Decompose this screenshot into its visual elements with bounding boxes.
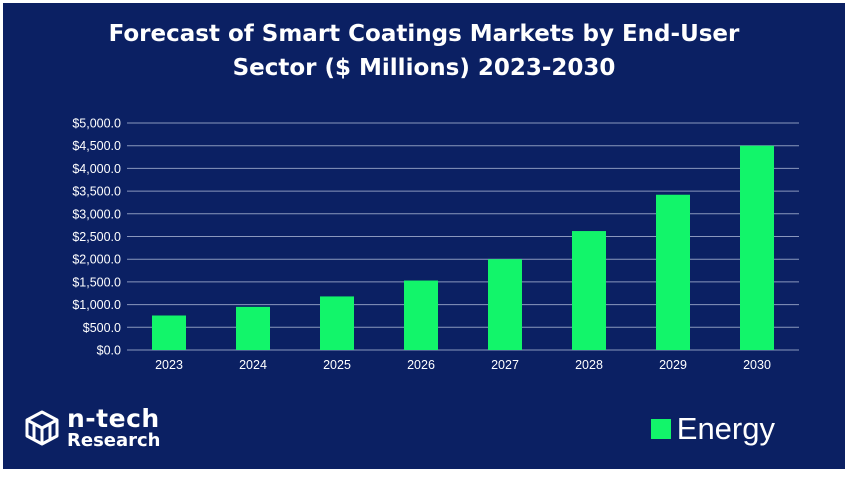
bar (152, 315, 186, 350)
logo-text: n-tech Research (67, 406, 161, 450)
y-tick-label: $3,000.0 (72, 207, 121, 221)
y-tick-label: $1,000.0 (72, 298, 121, 312)
bar-chart: $0.0 $500.0 $1,000.0 $1,500.0 $2,000.0 $2,500… (72, 117, 799, 372)
y-tick-label: $4,000.0 (72, 162, 121, 176)
bar (320, 296, 354, 350)
bar (656, 194, 690, 350)
bar (488, 259, 522, 350)
y-tick-label: $5,000.0 (72, 117, 121, 131)
y-tick-label: $2,500.0 (72, 230, 121, 244)
legend-swatch (650, 419, 671, 439)
chart-panel: Forecast of Smart Coatings Markets by En… (3, 3, 845, 469)
chart-title-line-2: Sector ($ Millions) 2023-2030 (232, 55, 616, 81)
x-tick-label: 2027 (491, 358, 519, 372)
chart-title: Forecast of Smart Coatings Markets by En… (3, 17, 845, 85)
bar (740, 145, 774, 350)
bar (236, 306, 270, 350)
x-tick-label: 2030 (743, 358, 771, 372)
x-tick-label: 2023 (155, 358, 183, 372)
x-tick-label: 2026 (407, 358, 435, 372)
y-tick-label: $500.0 (83, 321, 121, 335)
bar (572, 231, 606, 350)
logo-line-1: n-tech (67, 404, 160, 433)
n-tech-cube-logo-icon (25, 410, 59, 446)
legend: Energy (650, 411, 775, 447)
bar (404, 280, 438, 350)
x-tick-label: 2025 (323, 358, 351, 372)
y-tick-label: $0.0 (97, 344, 121, 358)
y-tick-label: $4,500.0 (72, 139, 121, 153)
y-tick-label: $2,000.0 (72, 253, 121, 267)
x-tick-label: 2028 (575, 358, 603, 372)
legend-label: Energy (676, 411, 775, 446)
logo: n-tech Research (23, 406, 161, 450)
x-tick-label: 2024 (239, 358, 267, 372)
y-tick-label: $1,500.0 (72, 275, 121, 289)
logo-line-2: Research (67, 430, 161, 451)
y-tick-label: $3,500.0 (72, 185, 121, 199)
x-tick-label: 2029 (659, 358, 687, 372)
chart-title-line-1: Forecast of Smart Coatings Markets by En… (108, 21, 740, 47)
